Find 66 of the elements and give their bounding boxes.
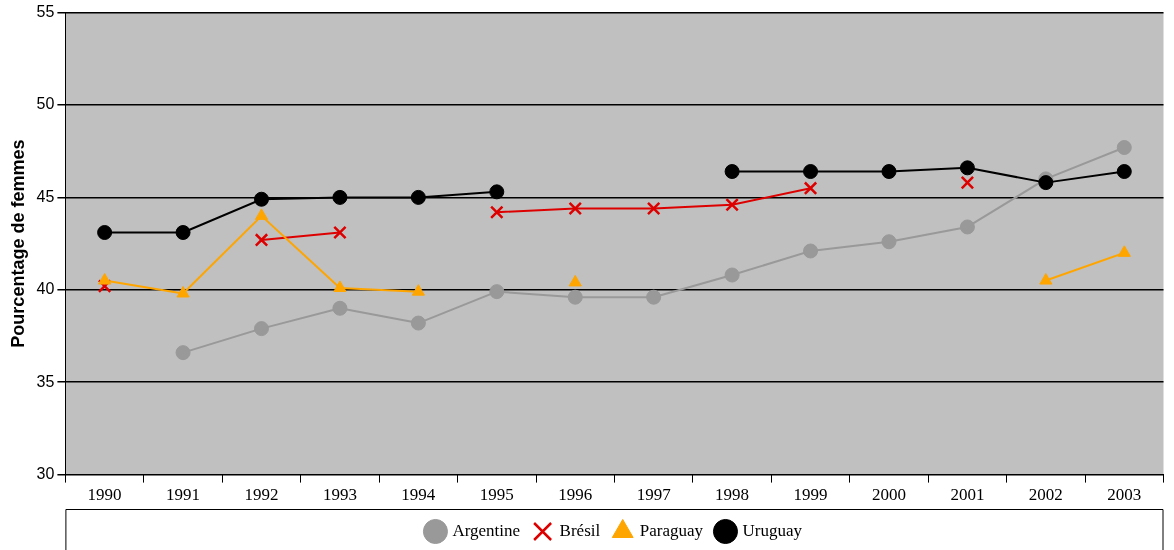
legend-label: Argentine [452, 520, 521, 540]
point [332, 300, 348, 316]
point [959, 219, 975, 235]
y-tick-label: 50 [36, 95, 55, 113]
x-tick-label: 1992 [244, 485, 279, 505]
x-tick-label: 2000 [871, 485, 906, 505]
point [254, 208, 269, 220]
x-tick-label: 2001 [950, 485, 985, 505]
point [1116, 140, 1132, 155]
point [410, 315, 426, 331]
point [803, 164, 819, 180]
x-tick-label: 1991 [166, 485, 201, 505]
point [803, 243, 819, 259]
point [960, 175, 975, 190]
point [568, 274, 582, 287]
point [1039, 273, 1053, 285]
point [881, 164, 897, 180]
y-tick-label: 55 [36, 3, 55, 21]
legend-label: Brésil [559, 520, 601, 540]
x-tick-label: 2002 [1028, 485, 1063, 505]
point [333, 280, 347, 292]
point [646, 289, 662, 305]
point [567, 289, 583, 305]
point [176, 286, 190, 298]
x-tick-label: 1999 [793, 485, 828, 505]
point [97, 225, 113, 241]
x-tick-label: 1998 [715, 485, 750, 505]
x-tick-label: 1995 [479, 485, 514, 505]
y-tick-label: 35 [36, 372, 55, 390]
point [489, 184, 505, 200]
point [1116, 164, 1132, 180]
point [646, 201, 661, 216]
y-tick-label: 45 [36, 187, 55, 205]
x-tick-label: 1993 [322, 485, 357, 505]
x-tick-label: 1994 [401, 485, 436, 505]
point [253, 321, 269, 337]
legend-label: Paraguay [639, 520, 704, 540]
point [724, 164, 740, 180]
point [332, 189, 348, 205]
x-tick-label: 1990 [87, 485, 122, 505]
point [803, 181, 818, 196]
point [97, 279, 112, 294]
point [489, 205, 504, 220]
point [489, 284, 505, 300]
point [959, 160, 975, 176]
point [568, 201, 583, 216]
y-tick-label: 30 [36, 465, 55, 483]
point [253, 191, 269, 207]
point [175, 345, 191, 361]
x-tick-label: 1996 [558, 485, 593, 505]
point [725, 197, 740, 212]
point [881, 234, 897, 250]
point [175, 225, 191, 241]
x-tick-label: 2003 [1107, 485, 1142, 505]
point [98, 273, 112, 285]
point [1038, 175, 1054, 191]
legend-label: Uruguay [742, 520, 803, 540]
point [333, 225, 347, 240]
point [410, 189, 426, 205]
point [724, 267, 740, 283]
point [254, 233, 269, 247]
point [411, 284, 425, 296]
y-axis-title: Pourcentage de femmes [7, 139, 28, 348]
y-tick-label: 40 [36, 280, 55, 298]
point [1117, 245, 1131, 257]
x-tick-label: 1997 [636, 485, 672, 505]
